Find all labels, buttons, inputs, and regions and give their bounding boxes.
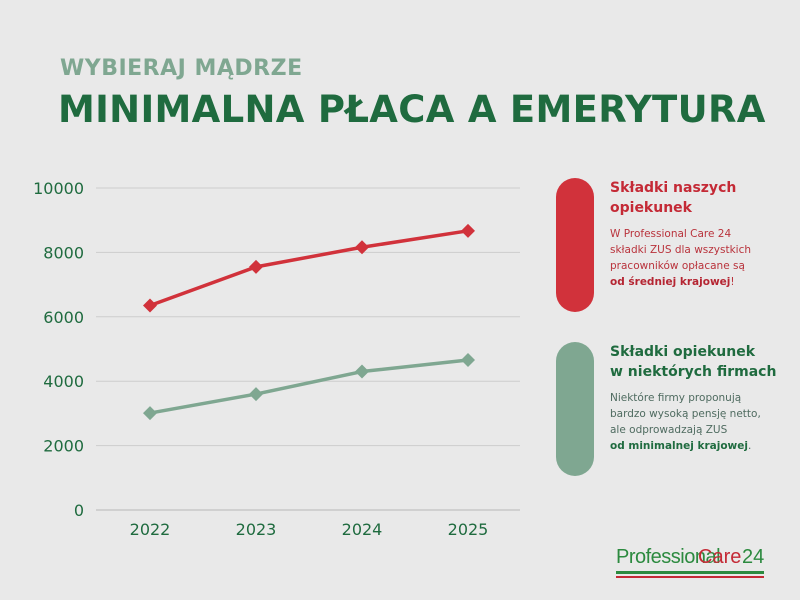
- y-tick-label: 0: [74, 501, 84, 520]
- green-card-title-line1: Składki opiekunek: [610, 344, 756, 360]
- red-card-text-end: !: [730, 276, 735, 288]
- logo-text-professional: Professional: [616, 546, 721, 568]
- y-axis-ticks: 0 2000 4000 6000 8000 10000: [33, 179, 84, 520]
- y-tick-label: 10000: [33, 179, 84, 198]
- series-2-point: [355, 364, 369, 379]
- series-2-point: [143, 406, 157, 421]
- green-card-text: Niektóre firmy proponują bardzo wysoką p…: [610, 390, 780, 454]
- x-tick-label: 2023: [236, 520, 277, 539]
- y-tick-label: 8000: [43, 243, 84, 262]
- red-card-text-bold: od średniej krajowej: [610, 276, 731, 288]
- red-card-title-line2: opiekunek: [610, 200, 692, 216]
- series-line-2: [149, 358, 469, 415]
- green-info-card: Składki opiekunek w niektórych firmach N…: [610, 342, 780, 454]
- chart-grid: [96, 187, 520, 511]
- red-card-text: W Professional Care 24 składki ZUS dla w…: [610, 226, 780, 290]
- series-1-point: [249, 259, 263, 274]
- red-card-text-line2: składki ZUS dla wszystkich: [610, 244, 752, 256]
- red-card-text-line1: W Professional Care 24: [610, 228, 732, 240]
- green-card-text-line1: Niektóre firmy proponują: [610, 392, 742, 404]
- series-2-point: [461, 352, 475, 367]
- supertitle: WYBIERAJ MĄDRZE: [60, 56, 303, 81]
- x-tick-label: 2024: [342, 520, 383, 539]
- series-1-point: [355, 240, 369, 255]
- red-card-title: Składki naszych opiekunek: [610, 178, 780, 218]
- red-info-card: Składki naszych opiekunek W Professional…: [610, 178, 780, 290]
- x-tick-label: 2025: [448, 520, 489, 539]
- green-accent-pill: [556, 342, 594, 476]
- y-tick-label: 6000: [43, 308, 84, 327]
- green-card-text-line3: ale odprowadzają ZUS: [610, 424, 728, 436]
- y-tick-label: 4000: [43, 372, 84, 391]
- x-axis-ticks: 2022 2023 2024 2025: [130, 520, 489, 539]
- green-card-text-line2: bardzo wysoką pensję netto,: [610, 408, 761, 420]
- logo-green-bar: [616, 571, 764, 574]
- green-card-text-end: .: [747, 440, 752, 452]
- green-card-title: Składki opiekunek w niektórych firmach: [610, 342, 780, 382]
- green-card-title-line2: w niektórych firmach: [610, 364, 777, 380]
- professional-care-logo: Professional Care 24: [614, 540, 764, 584]
- chart-series: [143, 223, 475, 421]
- green-card-text-bold: od minimalnej krajowej: [610, 440, 748, 452]
- y-tick-label: 2000: [43, 437, 84, 456]
- logo-text-care: Care: [698, 546, 742, 568]
- page-title: MINIMALNA PŁACA A EMERYTURA: [58, 88, 766, 131]
- red-card-text-line3: pracowników opłacane są: [610, 260, 745, 272]
- series-1-point: [143, 298, 157, 313]
- red-card-title-line1: Składki naszych: [610, 180, 737, 196]
- logo-text-24: 24: [742, 546, 765, 568]
- series-1-point: [461, 223, 475, 238]
- series-2-point: [249, 387, 263, 402]
- series-line-1: [149, 229, 469, 308]
- x-tick-label: 2022: [130, 520, 171, 539]
- logo-red-bar: [616, 576, 764, 578]
- red-accent-pill: [556, 178, 594, 312]
